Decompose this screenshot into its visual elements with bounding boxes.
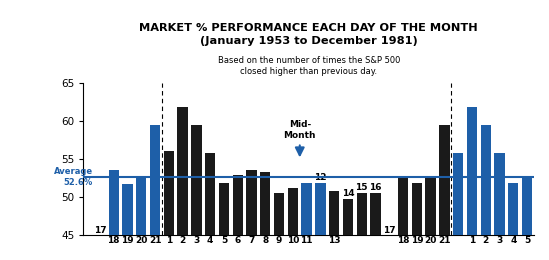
Text: 12: 12: [314, 173, 327, 182]
Bar: [136, 178, 147, 260]
Bar: [177, 107, 188, 260]
Text: 15: 15: [356, 183, 368, 192]
Bar: [122, 184, 133, 260]
Bar: [191, 125, 201, 260]
Bar: [247, 170, 257, 260]
Bar: [453, 153, 463, 260]
Bar: [412, 183, 422, 260]
Bar: [315, 183, 326, 260]
Bar: [109, 170, 119, 260]
Bar: [357, 193, 367, 260]
Bar: [329, 191, 339, 260]
Bar: [480, 125, 491, 260]
Bar: [274, 193, 284, 260]
Text: 17: 17: [94, 226, 107, 235]
Bar: [95, 236, 105, 260]
Text: Average
52.6%: Average 52.6%: [54, 167, 93, 187]
Bar: [439, 125, 450, 260]
Bar: [508, 183, 518, 260]
Bar: [425, 177, 436, 260]
Bar: [233, 175, 243, 260]
Bar: [164, 151, 174, 260]
Title: MARKET % PERFORMANCE EACH DAY OF THE MONTH
(January 1953 to December 1981): MARKET % PERFORMANCE EACH DAY OF THE MON…: [139, 23, 478, 46]
Bar: [219, 183, 229, 260]
Bar: [495, 153, 505, 260]
Text: 14: 14: [341, 189, 354, 198]
Text: 17: 17: [383, 226, 396, 235]
Text: Mid-
Month: Mid- Month: [283, 120, 316, 155]
Bar: [205, 153, 215, 260]
Bar: [150, 125, 160, 260]
Bar: [260, 172, 271, 260]
Bar: [371, 193, 380, 260]
Bar: [288, 187, 298, 260]
Bar: [398, 177, 408, 260]
Bar: [343, 199, 353, 260]
Bar: [301, 183, 312, 260]
Bar: [467, 107, 477, 260]
Bar: [384, 236, 395, 260]
Text: 16: 16: [369, 183, 382, 192]
Text: Based on the number of times the S&P 500
closed higher than previous day.: Based on the number of times the S&P 500…: [217, 56, 400, 76]
Bar: [522, 178, 533, 260]
